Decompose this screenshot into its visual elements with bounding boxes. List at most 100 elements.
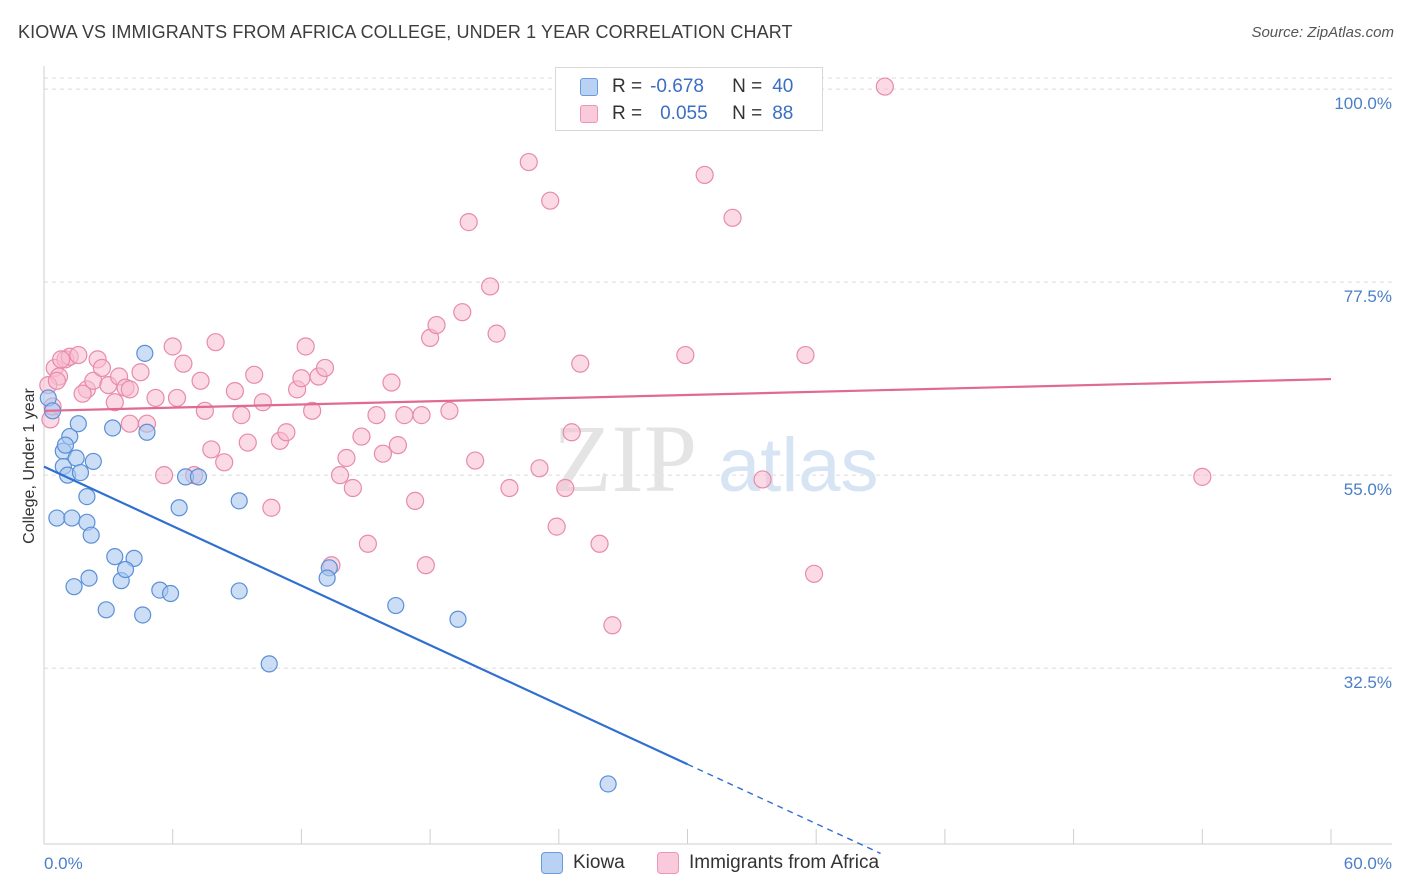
africa-point — [47, 371, 66, 390]
y-tick-label: 77.5% — [1344, 287, 1392, 306]
africa-point — [405, 491, 425, 510]
africa-point — [358, 534, 377, 553]
kiowa-point — [84, 452, 102, 471]
africa-points — [39, 77, 1212, 635]
africa-point — [373, 444, 393, 463]
chart-title: KIOWA VS IMMIGRANTS FROM AFRICA COLLEGE,… — [18, 22, 793, 42]
kiowa-point — [104, 419, 122, 437]
africa-point — [547, 517, 566, 536]
kiowa-point — [65, 578, 83, 596]
africa-point — [440, 401, 459, 420]
r-value: -0.678 — [650, 76, 704, 97]
africa-point — [262, 498, 281, 517]
africa-point — [695, 165, 714, 185]
kiowa-trendline-extension — [687, 763, 881, 855]
kiowa-point — [82, 526, 100, 544]
kiowa-point — [260, 655, 278, 673]
legend-label-kiowa: Kiowa — [573, 852, 625, 873]
africa-point — [343, 478, 362, 498]
africa-point — [105, 393, 124, 412]
trend-lines — [43, 377, 1332, 855]
kiowa-point — [67, 449, 85, 467]
africa-point — [382, 373, 401, 392]
africa-point — [69, 345, 88, 365]
kiowa-point — [138, 423, 156, 441]
kiowa-point — [116, 560, 135, 579]
africa-point — [315, 358, 335, 378]
legend-row-africa: R = 0.055 N = 88 — [580, 102, 793, 126]
africa-point — [225, 381, 245, 401]
africa-point — [146, 388, 165, 408]
r-value: 0.055 — [660, 103, 708, 124]
africa-point — [167, 388, 187, 408]
africa-point — [562, 423, 581, 442]
kiowa-point — [318, 569, 336, 587]
africa-point — [427, 315, 446, 335]
africa-point — [253, 393, 272, 412]
africa-point — [120, 380, 139, 399]
africa-point — [163, 337, 182, 356]
legend-item-kiowa: Kiowa — [541, 852, 625, 874]
africa-point — [796, 345, 815, 365]
africa-point — [92, 358, 112, 378]
africa-point — [191, 371, 210, 390]
kiowa-point — [599, 775, 617, 793]
africa-point — [337, 448, 356, 468]
africa-point — [453, 303, 472, 322]
africa-point — [459, 213, 478, 232]
x-tick-label: 60.0% — [1344, 854, 1392, 873]
kiowa-point — [69, 415, 87, 433]
kiowa-swatch — [541, 852, 563, 874]
kiowa-point — [63, 509, 81, 527]
africa-point — [571, 354, 590, 373]
r-label: R = — [612, 103, 643, 124]
kiowa-point — [189, 468, 208, 486]
africa-swatch — [580, 105, 598, 123]
watermark-zip: ZIP — [553, 405, 697, 512]
y-tick-label: 55.0% — [1344, 480, 1392, 499]
africa-point — [541, 191, 560, 210]
africa-point — [292, 369, 311, 388]
kiowa-point — [136, 344, 154, 362]
r-label: R = — [612, 76, 643, 97]
africa-point — [395, 406, 414, 425]
kiowa-point — [170, 499, 188, 517]
kiowa-point — [134, 606, 152, 624]
series-legend: Kiowa Immigrants from Africa — [0, 852, 1406, 878]
africa-point — [676, 345, 695, 365]
kiowa-point — [230, 582, 248, 600]
legend-row-kiowa: R = -0.678 N = 40 — [580, 75, 793, 99]
axes — [43, 66, 1392, 845]
africa-point — [603, 616, 622, 635]
kiowa-point — [230, 492, 248, 510]
africa-point — [232, 406, 251, 425]
africa-swatch — [657, 852, 679, 874]
africa-point — [487, 324, 506, 343]
legend-item-africa: Immigrants from Africa — [657, 852, 879, 874]
kiowa-point — [78, 488, 96, 506]
x-tick-label: 0.0% — [44, 854, 83, 873]
y-axis-title: College, Under 1 year — [21, 388, 38, 544]
africa-point — [723, 208, 742, 227]
kiowa-trendline — [43, 465, 688, 766]
africa-point — [277, 423, 296, 442]
africa-point — [238, 433, 257, 452]
africa-point — [875, 77, 894, 96]
africa-point — [530, 459, 549, 478]
kiowa-swatch — [580, 78, 598, 96]
legend-label-africa: Immigrants from Africa — [689, 852, 880, 873]
kiowa-point — [80, 569, 98, 587]
africa-point — [131, 363, 150, 382]
africa-point — [296, 337, 315, 356]
africa-point — [330, 466, 350, 485]
africa-point — [753, 470, 772, 489]
kiowa-point — [387, 596, 405, 615]
africa-point — [500, 478, 519, 498]
kiowa-point — [161, 584, 180, 603]
africa-point — [206, 333, 225, 352]
kiowa-points — [39, 344, 617, 793]
africa-point — [155, 466, 174, 485]
africa-point — [388, 436, 408, 455]
kiowa-point — [106, 548, 124, 566]
africa-point — [52, 350, 71, 369]
